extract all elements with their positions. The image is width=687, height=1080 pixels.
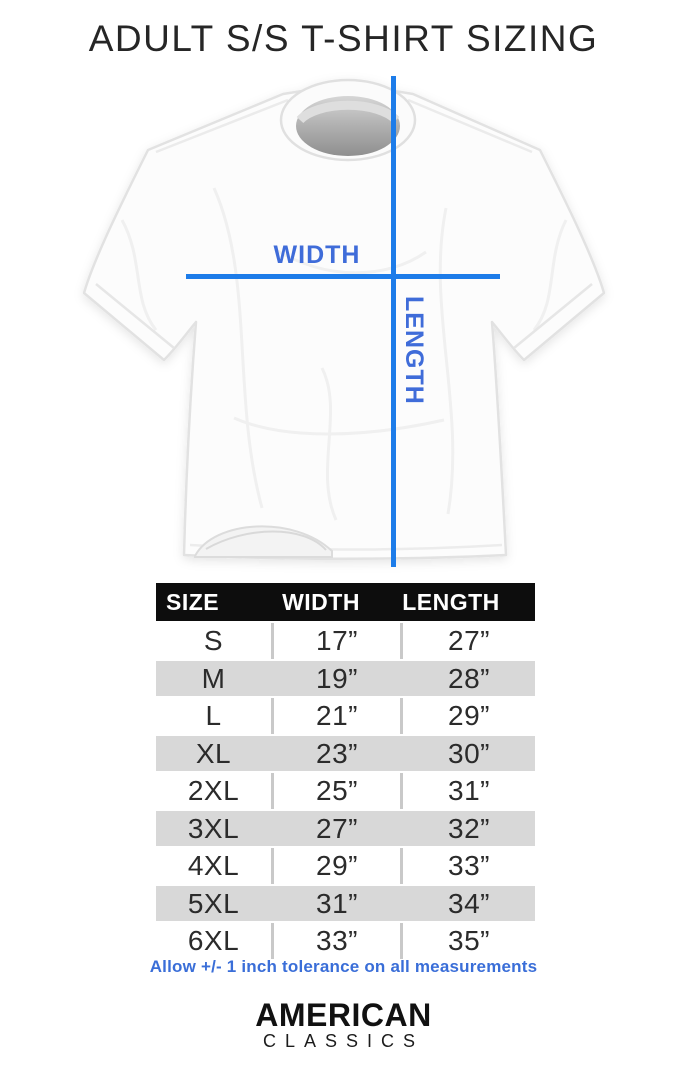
size-cell: 4XL — [156, 848, 271, 884]
width-cell: 29” — [274, 848, 400, 884]
width-cell: 27” — [316, 812, 358, 844]
tshirt-silhouette — [82, 86, 606, 560]
size-table-body: S 17” 27” M 19” 28” L 21” 29” XL 23” 30” 2XL 25” 31” 3X… — [156, 623, 535, 959]
length-cell: 31” — [403, 773, 535, 809]
length-cell: 33” — [403, 848, 535, 884]
size-cell: 2XL — [156, 773, 271, 809]
size-cell: S — [156, 623, 271, 659]
table-row-xl: XL 23” 30” — [156, 735, 535, 771]
brand-logo-american: AMERICAN — [255, 997, 432, 1033]
table-row-l: L 21” 29” — [156, 698, 535, 734]
width-measure-line — [186, 274, 500, 279]
width-cell: 21” — [274, 698, 400, 734]
table-row-4xl: 4XL 29” 33” — [156, 848, 535, 884]
width-cell: 17” — [274, 623, 400, 659]
length-cell: 35” — [403, 923, 535, 959]
length-cell: 34” — [448, 887, 490, 919]
header-length: LENGTH — [402, 589, 500, 615]
width-label: WIDTH — [273, 241, 361, 269]
page-title: ADULT S/S T-SHIRT SIZING — [88, 18, 599, 59]
header-width: WIDTH — [282, 589, 360, 615]
tolerance-note: Allow +/- 1 inch tolerance on all measur… — [149, 957, 538, 976]
cuff-seam-right — [513, 283, 593, 349]
size-cell: 6XL — [156, 923, 271, 959]
length-cell: 30” — [448, 737, 490, 769]
wrinkle-shading — [120, 187, 568, 521]
width-cell: 23” — [316, 737, 358, 769]
table-row-5xl: 5XL 31” 34” — [156, 885, 535, 921]
shoulder-seam-right — [407, 98, 533, 154]
size-cell: XL — [195, 737, 232, 769]
shoulder-seam-left — [155, 98, 289, 154]
width-cell: 33” — [274, 923, 400, 959]
table-row-2xl: 2XL 25” 31” — [156, 773, 535, 809]
table-row-3xl: 3XL 27” 32” — [156, 810, 535, 846]
length-cell: 32” — [448, 812, 490, 844]
table-row-6xl: 6XL 33” 35” — [156, 923, 535, 959]
size-cell: 3XL — [187, 812, 240, 844]
tshirt-body-group — [82, 78, 606, 560]
tshirt-photo — [82, 78, 606, 560]
size-cell: L — [156, 698, 271, 734]
brand-logo-classics: CLASSICS — [262, 1031, 425, 1051]
size-table: SIZE WIDTH LENGTH S 17” 27” M 19” 28” L 21” 29” X… — [156, 583, 535, 961]
table-row-s: S 17” 27” — [156, 623, 535, 659]
collar-back-band — [296, 100, 400, 124]
length-measure-line — [391, 76, 396, 567]
width-cell: 31” — [316, 887, 358, 919]
width-cell: 25” — [274, 773, 400, 809]
table-row-m: M 19” 28” — [156, 660, 535, 696]
length-cell: 29” — [403, 698, 535, 734]
header-size: SIZE — [166, 589, 220, 615]
cuff-seam-left — [95, 283, 175, 349]
size-cell: M — [201, 662, 226, 694]
length-cell: 28” — [448, 662, 490, 694]
size-table-header: SIZE WIDTH LENGTH — [156, 583, 535, 621]
size-cell: 5XL — [187, 887, 240, 919]
hem-curl-fold-line — [205, 530, 327, 551]
length-label: LENGTH — [400, 296, 428, 405]
width-cell: 19” — [316, 662, 358, 694]
length-cell: 27” — [403, 623, 535, 659]
